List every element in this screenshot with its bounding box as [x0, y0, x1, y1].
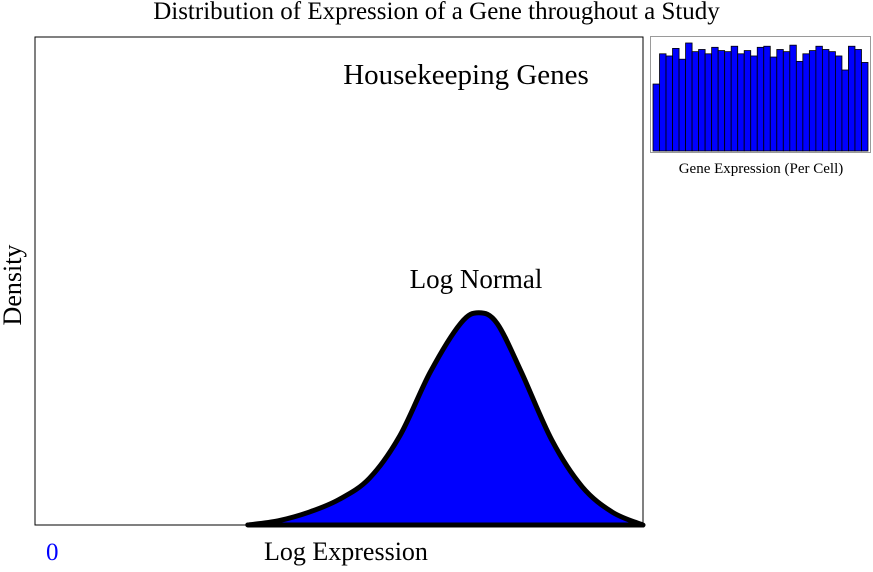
histogram-bar	[724, 51, 732, 152]
histogram-bar	[776, 49, 784, 152]
histogram-bar	[678, 58, 686, 152]
histogram-bar	[685, 42, 693, 152]
chart-title: Distribution of Expression of a Gene thr…	[153, 0, 720, 25]
histogram-bar	[763, 45, 771, 152]
inset-histogram	[650, 36, 871, 153]
histogram-bar	[769, 56, 778, 152]
histogram-bar	[756, 46, 765, 152]
panel-label: Housekeeping Genes	[343, 59, 589, 91]
histogram-bar	[802, 53, 810, 152]
histogram-bar	[665, 55, 673, 152]
curve-label: Log Normal	[410, 264, 543, 294]
histogram-bar	[704, 53, 713, 152]
density-area	[245, 310, 646, 528]
histogram-bar	[841, 69, 849, 152]
histogram-bar	[789, 44, 797, 152]
histogram-bar	[808, 50, 817, 152]
x-tick-zero: 0	[46, 539, 59, 566]
histogram-bar	[795, 60, 804, 152]
histogram-bar	[854, 49, 862, 152]
x-axis-label: Log Expression	[264, 537, 428, 566]
histogram-bar	[848, 45, 856, 152]
histogram-bar	[861, 62, 869, 152]
histogram-bar	[652, 83, 660, 152]
histogram-bar	[828, 51, 836, 152]
histogram-bar	[717, 50, 726, 152]
histogram-bar	[730, 45, 739, 152]
histogram-bar	[672, 47, 680, 152]
histogram-bar	[659, 53, 667, 152]
histogram-bar	[698, 49, 706, 152]
histogram-bar	[743, 50, 752, 152]
y-axis-label: Density	[0, 244, 27, 326]
histogram-bar	[750, 55, 758, 152]
inset-histogram-plot	[652, 42, 869, 152]
histogram-bar	[821, 49, 830, 152]
histogram-bar	[711, 46, 719, 152]
histogram-bar	[737, 53, 745, 152]
inset-caption: Gene Expression (Per Cell)	[678, 161, 844, 177]
histogram-bar	[691, 51, 700, 152]
histogram-bar	[815, 45, 823, 152]
histogram-bar	[782, 51, 791, 152]
histogram-bar	[835, 55, 843, 152]
